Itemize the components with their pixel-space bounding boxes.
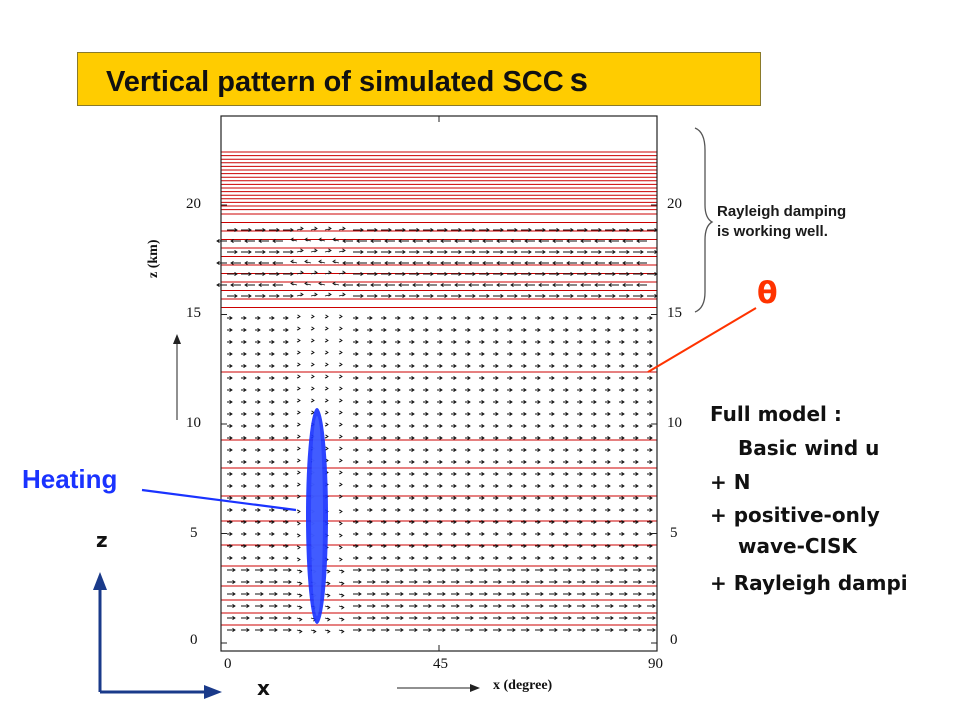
heating-plume-core [311, 416, 323, 616]
rayleigh-note-line-2: is working well. [717, 223, 828, 240]
rayleigh-note-line-1: Rayleigh damping [717, 203, 847, 220]
slide-title-main: Vertical pattern of simulated SCC [106, 66, 564, 98]
slide-title: Vertical pattern of simulated SCC s [106, 61, 588, 99]
x-direction-arrowhead [470, 684, 480, 692]
axis-ticks [220, 116, 658, 651]
plot-frame [220, 115, 658, 652]
wind-vector-field [216, 226, 658, 634]
slide-title-suffix: s [569, 61, 589, 98]
title-banner: Vertical pattern of simulated SCC s [77, 52, 761, 106]
y-tick-0-left: 0 [190, 632, 198, 648]
y-tick-20-right: 20 [667, 196, 682, 212]
model-desc-line-1: Full model : [710, 402, 842, 426]
y-tick-15-right: 15 [667, 305, 682, 321]
heating-region [306, 408, 328, 624]
model-desc-line-4: + positive-only [710, 503, 880, 527]
heating-label: Heating [22, 464, 118, 494]
y-tick-10-left: 10 [186, 415, 201, 431]
z-axis-arrowhead [93, 572, 107, 590]
y-tick-15-left: 15 [186, 305, 201, 321]
x-axis-title: x (degree) [493, 678, 553, 693]
rayleigh-note: Rayleigh damping is working well. [717, 202, 846, 242]
model-desc-line-3: + N [710, 470, 751, 494]
z-direction-arrowhead [173, 334, 181, 344]
wind-vectors [216, 226, 658, 634]
y-axis-title: z (km) [146, 239, 161, 279]
x-axis-arrowhead [204, 685, 222, 699]
y-tick-0-right: 0 [670, 632, 678, 648]
x-tick-90: 90 [648, 656, 663, 672]
model-desc-line-5: wave-CISK [738, 534, 857, 558]
y-tick-5-right: 5 [670, 525, 678, 541]
z-axis-label: z [96, 528, 108, 552]
theta-contours [221, 151, 657, 626]
model-desc-line-2: Basic wind u [738, 436, 880, 460]
model-desc-line-6: + Rayleigh dampi [710, 571, 908, 595]
rayleigh-brace [694, 127, 714, 313]
x-axis-label: x [257, 676, 270, 700]
y-tick-5-left: 5 [190, 525, 198, 541]
theta-label: θ [757, 276, 778, 311]
theta-pointer-line [647, 307, 757, 373]
y-tick-20-left: 20 [186, 196, 201, 212]
x-tick-45: 45 [433, 656, 448, 672]
x-tick-0: 0 [224, 656, 232, 672]
y-tick-10-right: 10 [667, 415, 682, 431]
heating-pointer-line [141, 488, 297, 512]
